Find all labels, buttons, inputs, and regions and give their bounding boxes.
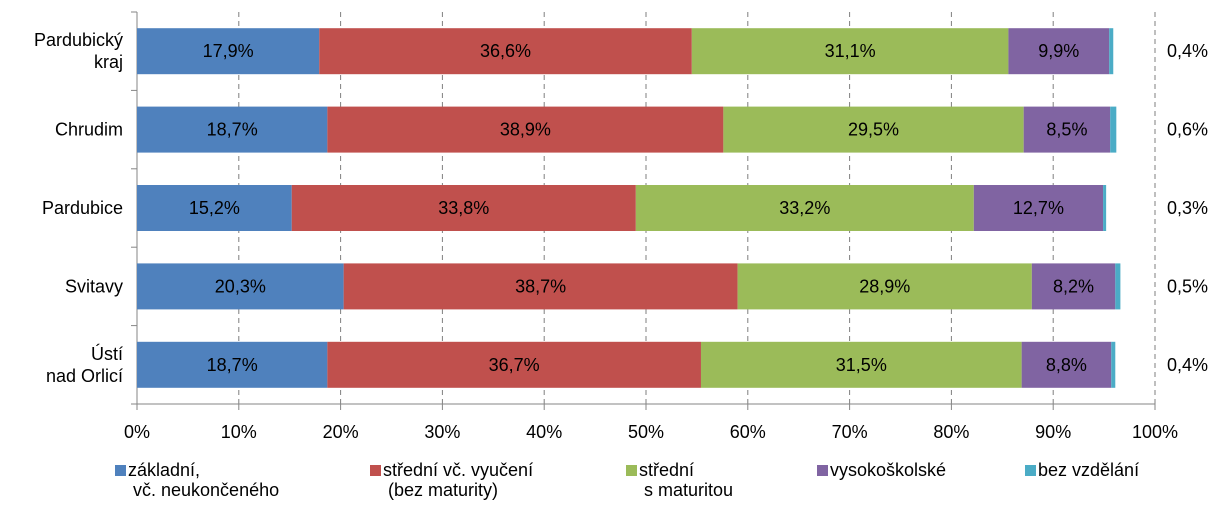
data-label: 18,7% <box>207 355 258 375</box>
legend-label: bez vzdělání <box>1038 460 1139 480</box>
x-tick-label: 0% <box>124 422 150 442</box>
bar-segment <box>635 185 974 231</box>
data-label: 36,7% <box>489 355 540 375</box>
bar-segment <box>137 263 344 310</box>
legend-swatch <box>817 465 828 476</box>
data-label: 8,5% <box>1046 120 1087 140</box>
category-label: Svitavy <box>65 276 123 296</box>
data-label: 0,3% <box>1167 198 1208 218</box>
data-label: 17,9% <box>203 41 254 61</box>
legend-swatch <box>626 465 637 476</box>
legend: základní, vč. neukončeného střední vč. vyu… <box>115 460 1139 500</box>
bar-segment <box>327 341 701 388</box>
data-label: 38,9% <box>500 120 551 140</box>
legend-label: střední s maturitou <box>639 460 733 500</box>
category-label: Pardubický kraj <box>34 30 123 72</box>
data-label: 15,2% <box>189 198 240 218</box>
x-tick-label: 30% <box>424 422 460 442</box>
data-label: 31,1% <box>825 41 876 61</box>
bar-segment <box>1021 341 1112 388</box>
bar-segment <box>291 185 636 231</box>
x-tick-label: 90% <box>1035 422 1071 442</box>
data-label: 0,4% <box>1167 355 1208 375</box>
x-tick-label: 50% <box>628 422 664 442</box>
bar-segment <box>723 106 1024 153</box>
legend-swatch <box>115 465 126 476</box>
data-label: 9,9% <box>1038 41 1079 61</box>
data-label: 36,6% <box>480 41 531 61</box>
x-tick-label: 70% <box>832 422 868 442</box>
data-label: 33,8% <box>438 198 489 218</box>
data-label: 31,5% <box>836 355 887 375</box>
bar-segment <box>1103 185 1107 231</box>
bar-segment <box>691 28 1009 75</box>
bar-segment <box>319 28 692 75</box>
legend-label: základní, vč. neukončeného <box>128 460 279 500</box>
x-tick-label: 40% <box>526 422 562 442</box>
bar-segment <box>137 185 292 231</box>
bar-segment <box>1111 341 1116 388</box>
data-label: 0,5% <box>1167 276 1208 296</box>
x-tick-label: 20% <box>323 422 359 442</box>
data-label: 28,9% <box>859 276 910 296</box>
x-tick-labels: 0% 10% 20% 30% 40% 50% 60% 70% 80% 90% 100% <box>124 422 1178 442</box>
category-label: Chrudim <box>55 120 123 140</box>
bar-segment <box>137 28 320 75</box>
bar-segment <box>1115 263 1121 310</box>
bar-segment <box>1109 28 1114 75</box>
data-label: 38,7% <box>515 276 566 296</box>
legend-swatch <box>370 465 381 476</box>
legend-swatch <box>1025 465 1036 476</box>
bar-segment <box>1008 28 1110 75</box>
data-label: 8,8% <box>1046 355 1087 375</box>
bar-segment <box>1023 106 1111 153</box>
bar-segment <box>1031 263 1116 310</box>
data-label: 8,2% <box>1053 276 1094 296</box>
bar-segment <box>700 341 1022 388</box>
data-label: 0,4% <box>1167 41 1208 61</box>
bar-segment <box>343 263 738 310</box>
bars: 17,9% 36,6% 31,1% 9,9% 18,7% 38,9% 29,5% 8,5% 15… <box>137 28 1121 388</box>
outside-value-labels: 0,4% 0,6% 0,3% 0,5% 0,4% <box>1167 41 1208 375</box>
data-label: 33,2% <box>779 198 830 218</box>
x-tick-label: 60% <box>730 422 766 442</box>
category-labels: Pardubický kraj Chrudim Pardubice Svitavy Úst… <box>34 30 123 386</box>
category-label: Ústí nad Orlicí <box>46 343 123 386</box>
legend-label: střední vč. vyučení (bez maturity) <box>383 460 533 500</box>
bar-segment <box>327 106 724 153</box>
bar-segment <box>973 185 1104 231</box>
legend-label: vysokoškolské <box>830 460 946 480</box>
bar-segment <box>137 106 328 153</box>
bar-segment <box>137 341 328 388</box>
data-label: 29,5% <box>848 120 899 140</box>
x-tick-label: 10% <box>221 422 257 442</box>
data-label: 12,7% <box>1013 198 1064 218</box>
data-label: 0,6% <box>1167 120 1208 140</box>
gridlines <box>238 12 1156 404</box>
x-tick-label: 80% <box>933 422 969 442</box>
category-label: Pardubice <box>42 198 123 218</box>
bar-segment <box>1110 106 1117 153</box>
x-tick-label: 100% <box>1132 422 1178 442</box>
data-label: 18,7% <box>207 120 258 140</box>
bar-segment <box>737 263 1032 310</box>
data-label: 20,3% <box>215 276 266 296</box>
